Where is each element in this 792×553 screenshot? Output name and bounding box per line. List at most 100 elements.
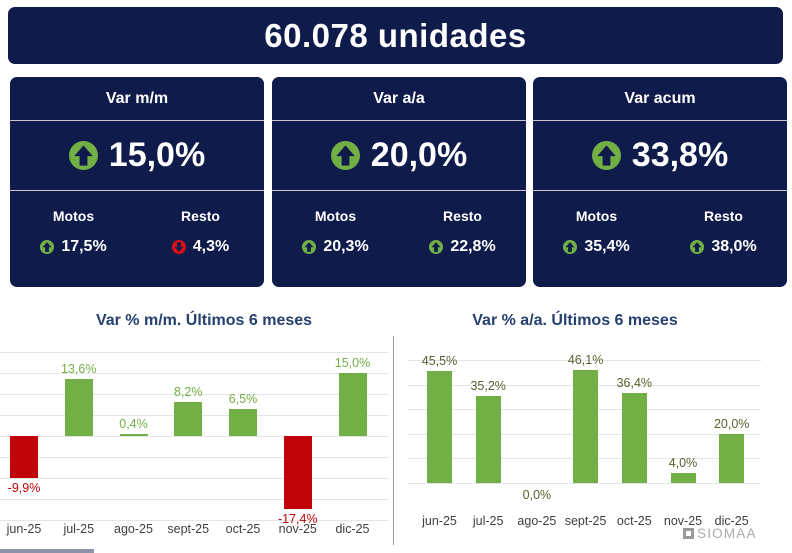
bar-value-label: 36,4%	[616, 376, 653, 391]
kpi-main-value: 15,0%	[108, 136, 206, 174]
trend-up-icon	[591, 141, 621, 170]
bar-value-label: 4,0%	[668, 456, 698, 471]
trend-down-icon	[171, 240, 186, 254]
gridline	[0, 352, 389, 353]
bar-value-label: 6,5%	[228, 391, 258, 406]
trend-up-icon	[690, 240, 705, 254]
motos-column: Motos 17,5%	[10, 191, 137, 256]
gridline	[0, 478, 389, 479]
x-axis-label: sept-25	[564, 514, 607, 528]
kpi-sub-row: Motos 35,4% Resto 38,0%	[533, 191, 787, 256]
bar-sept-25[interactable]	[174, 401, 203, 436]
x-axis-label: oct-25	[616, 514, 652, 528]
motos-value: 20,3%	[323, 238, 369, 255]
resto-label: Resto	[181, 208, 220, 224]
kpi-main-row: 20,0%	[272, 121, 526, 191]
x-axis-label: ago-25	[517, 514, 557, 528]
gridline	[0, 436, 389, 437]
bar-value-label: 13,6%	[61, 361, 97, 376]
charts-divider	[393, 336, 394, 545]
kpi-main-value: 33,8%	[631, 136, 729, 174]
gridline	[0, 499, 389, 500]
resto-value: 38,0%	[711, 238, 757, 255]
bar-sept-25[interactable]	[573, 369, 599, 483]
bar-value-label: 8,2%	[174, 384, 203, 399]
kpi-main-value: 20,0%	[370, 136, 468, 174]
siomaa-watermark: SIOMAA	[683, 526, 757, 541]
bar-oct-25[interactable]	[621, 393, 647, 483]
resto-column: Resto 4,3%	[137, 191, 264, 256]
bar-value-label: 0,0%	[522, 488, 552, 502]
x-axis-label: dic-25	[714, 514, 749, 528]
total-units-value: 60.078 unidades	[264, 16, 527, 54]
bar-value-label: 0,4%	[119, 417, 148, 432]
cropped-element-edge	[0, 549, 94, 553]
kpi-card-var-acum: Var acum 33,8% Motos 35,4% Resto 38,0%	[533, 77, 787, 287]
chart-var-aa: Var % a/a. Últimos 6 meses 45,5% jun-25 35…	[395, 300, 792, 553]
bar-value-label: 15,0%	[334, 356, 371, 370]
resto-column: Resto 38,0%	[660, 191, 787, 256]
motos-value: 17,5%	[61, 238, 107, 255]
gridline	[0, 520, 389, 521]
bar-value-label: -17,4%	[277, 512, 318, 527]
bar-value-label: 46,1%	[567, 352, 604, 367]
bar-jul-25[interactable]	[64, 378, 93, 436]
kpi-card-title: Var a/a	[272, 77, 526, 121]
resto-label: Resto	[443, 208, 482, 224]
x-axis-label: dic-25	[335, 522, 370, 536]
resto-value: 22,8%	[450, 238, 496, 255]
bar-jul-25[interactable]	[475, 396, 501, 483]
trend-up-icon	[330, 141, 360, 170]
trend-up-icon	[302, 240, 317, 254]
bar-value-label: 35,2%	[470, 379, 506, 394]
gridline	[0, 394, 389, 395]
motos-label: Motos	[314, 208, 357, 224]
motos-value: 35,4%	[584, 238, 630, 255]
bar-oct-25[interactable]	[229, 408, 257, 436]
resto-column: Resto 22,8%	[399, 191, 526, 256]
chart-var-mm: Var % m/m. Últimos 6 meses -9,9% jun-25 13…	[0, 300, 393, 553]
kpi-sub-row: Motos 17,5% Resto 4,3%	[10, 191, 264, 256]
motos-column: Motos 35,4%	[533, 191, 660, 256]
x-axis-label: nov-25	[663, 514, 703, 528]
motos-column: Motos 20,3%	[272, 191, 399, 256]
bar-dic-25[interactable]	[719, 433, 745, 483]
trend-up-icon	[429, 240, 444, 254]
motos-label: Motos	[52, 208, 95, 224]
bar-jun-25[interactable]	[10, 436, 38, 478]
x-axis-label: jun-25	[422, 514, 457, 528]
chart-title-var-aa: Var % a/a. Últimos 6 meses	[472, 312, 678, 329]
total-units-banner: 60.078 unidades	[8, 7, 783, 64]
bar-jun-25[interactable]	[427, 371, 452, 483]
kpi-main-row: 33,8%	[533, 121, 787, 191]
resto-value: 4,3%	[192, 238, 230, 255]
bar-ago-25[interactable]	[119, 434, 148, 436]
gridline	[0, 457, 389, 458]
bar-nov-25[interactable]	[283, 436, 312, 510]
bar-value-label: -9,9%	[7, 480, 41, 495]
x-axis-label: nov-25	[278, 522, 317, 536]
bar-nov-25[interactable]	[670, 473, 696, 483]
kpi-card-var-mm: Var m/m 15,0% Motos 17,5% Resto 4,3%	[10, 77, 264, 287]
x-axis-label: oct-25	[225, 522, 261, 536]
chart-title-var-mm: Var % m/m. Últimos 6 meses	[95, 312, 313, 329]
x-axis-label: jul-25	[472, 514, 504, 528]
gridline	[408, 360, 761, 361]
bar-value-label: 20,0%	[713, 416, 750, 431]
kpi-card-title: Var acum	[533, 77, 787, 121]
siomaa-logo-icon	[683, 528, 694, 539]
bar-value-label: 45,5%	[421, 354, 458, 369]
resto-label: Resto	[704, 208, 743, 224]
bar-dic-25[interactable]	[338, 373, 367, 436]
kpi-card-var-aa: Var a/a 20,0% Motos 20,3% Resto 22,8%	[272, 77, 526, 287]
kpi-card-title: Var m/m	[10, 77, 264, 121]
siomaa-watermark-text: SIOMAA	[697, 526, 757, 541]
x-axis-label: ago-25	[114, 522, 153, 536]
trend-up-icon	[40, 240, 55, 254]
kpi-sub-row: Motos 20,3% Resto 22,8%	[272, 191, 526, 256]
motos-label: Motos	[575, 208, 618, 224]
gridline	[0, 373, 389, 374]
trend-up-icon	[68, 141, 98, 170]
kpi-main-row: 15,0%	[10, 121, 264, 191]
